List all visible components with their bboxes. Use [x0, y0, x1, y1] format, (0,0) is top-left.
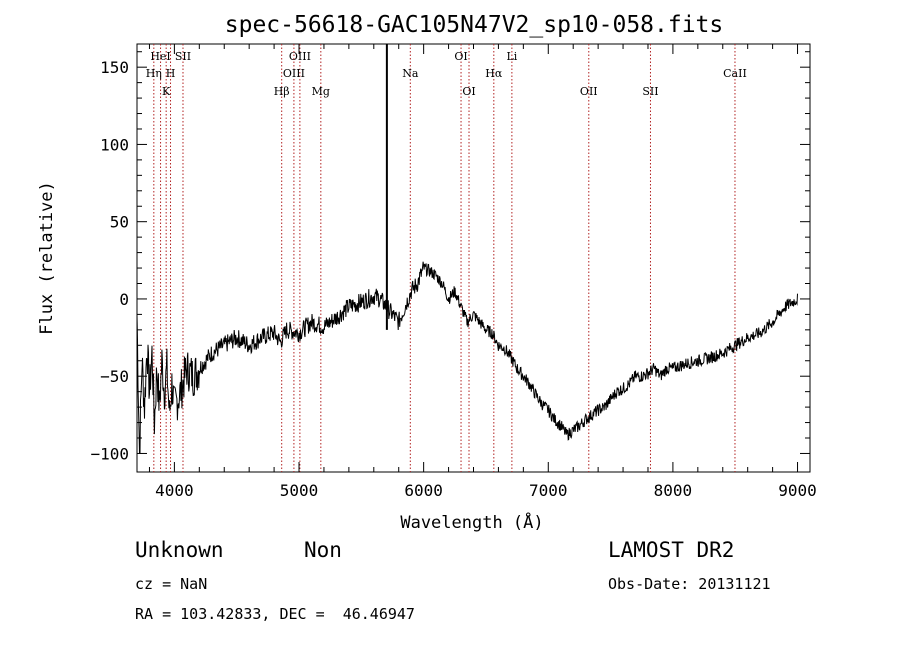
- line-marker-label: OIII: [289, 50, 311, 63]
- line-marker-label: OII: [580, 85, 598, 98]
- line-marker-label: OIII: [283, 67, 305, 80]
- line-marker-label: HeI: [150, 50, 170, 63]
- object-class: Unknown: [135, 538, 224, 562]
- line-marker-label: SII: [175, 50, 191, 63]
- line-marker-label: Na: [402, 67, 419, 80]
- line-marker-label: Li: [506, 50, 517, 63]
- line-marker-label: CaII: [723, 67, 747, 80]
- y-tick-label: 150: [100, 58, 129, 77]
- redshift-text: cz = NaN: [135, 575, 208, 593]
- survey-name: LAMOST DR2: [608, 538, 735, 562]
- y-axis-ticks: −100 −50 0 50 100 150: [90, 51, 810, 463]
- line-marker-label: OI: [454, 50, 467, 63]
- y-tick-label: 0: [119, 290, 129, 309]
- line-marker-label: SII: [642, 85, 658, 98]
- plot-frame: [136, 43, 811, 473]
- x-axis-ticks: 4000 5000 6000 7000 8000 9000: [148, 44, 817, 500]
- chart-title: spec-56618-GAC105N47V2_sp10-058.fits: [225, 12, 724, 38]
- obs-date-text: Obs-Date: 20131121: [608, 575, 771, 593]
- line-marker-label: Mg: [312, 85, 330, 98]
- y-tick-label: −50: [100, 367, 129, 386]
- x-tick-label: 4000: [155, 481, 194, 500]
- y-axis-label: Flux (relative): [37, 181, 57, 335]
- x-tick-label: 8000: [654, 481, 693, 500]
- y-tick-label: 50: [110, 213, 129, 232]
- x-tick-label: 5000: [280, 481, 319, 500]
- coordinates-text: RA = 103.42833, DEC = 46.46947: [135, 605, 415, 623]
- object-subclass: Non: [304, 538, 342, 562]
- x-axis-label: Wavelength (Å): [400, 511, 543, 533]
- line-marker-label: Hβ: [274, 85, 290, 98]
- line-marker-label: Hη: [146, 67, 162, 80]
- line-marker-label: OI: [462, 85, 475, 98]
- x-tick-label: 6000: [404, 481, 443, 500]
- x-tick-label: 7000: [529, 481, 568, 500]
- y-tick-label: 100: [100, 135, 129, 154]
- line-marker-label: K: [162, 85, 171, 98]
- y-tick-label: −100: [90, 444, 129, 463]
- spectrum-line: [136, 261, 798, 454]
- x-tick-label: 9000: [778, 481, 817, 500]
- line-marker-label: Hα: [485, 67, 503, 80]
- line-marker-label: H: [166, 67, 176, 80]
